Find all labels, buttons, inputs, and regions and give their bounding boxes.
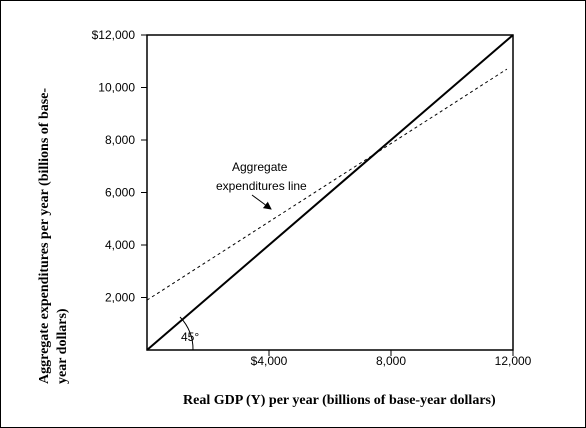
aggregate-expenditures-line <box>146 68 508 301</box>
y-tick-label-0: 2,000 <box>105 291 135 305</box>
forty-five-degree-line <box>146 34 514 351</box>
x-axis-title: Real GDP (Y) per year (billions of base-… <box>183 393 496 408</box>
y-axis-title: Aggregate expenditures per year (billion… <box>37 88 70 384</box>
ae-line-label-1: Aggregate <box>232 160 288 174</box>
x-tick-label-1: 8,000 <box>376 354 406 368</box>
y-tick-label-5: $12,000 <box>92 28 136 42</box>
y-tick-label-4: 10,000 <box>98 81 135 95</box>
y-axis-ticks: 2,000 4,000 6,000 8,000 10,000 $12,000 <box>92 28 147 305</box>
y-tick-label-2: 6,000 <box>105 186 135 200</box>
y-axis-title-line-2: year dollars) <box>55 308 70 384</box>
x-tick-label-2: 12,000 <box>495 354 532 368</box>
x-tick-label-0: $4,000 <box>251 354 288 368</box>
x-axis-ticks: $4,000 8,000 12,000 <box>251 350 532 368</box>
angle-arc <box>179 316 194 351</box>
ae-line-label-2: expenditures line <box>216 179 307 193</box>
angle-label: 45° <box>181 330 199 344</box>
y-tick-label-1: 4,000 <box>105 238 135 252</box>
chart-lines <box>146 34 514 351</box>
y-axis-title-line-1: Aggregate expenditures per year (billion… <box>37 88 52 384</box>
y-tick-label-3: 8,000 <box>105 133 135 147</box>
ae-label-arrow <box>251 194 272 210</box>
